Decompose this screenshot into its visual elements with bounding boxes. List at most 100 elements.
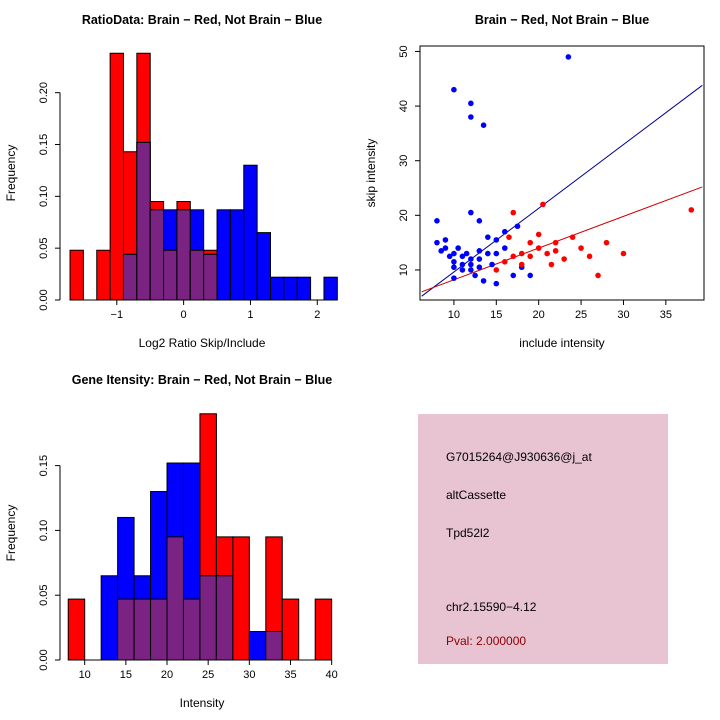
probe-id-text: G7015264@J930636@j_at <box>446 450 592 464</box>
data-point <box>451 264 457 271</box>
info-box: G7015264@J930636@j_at altCassette Tpd52l… <box>418 414 668 664</box>
data-point <box>527 253 534 260</box>
hist-bar-overlap <box>199 575 217 661</box>
data-point <box>468 114 474 120</box>
data-point <box>540 201 546 208</box>
ratio-histogram-chart: RatioData: Brain − Red, Not Brain − Blue… <box>4 13 338 350</box>
y-tick-label: 0.10 <box>38 186 50 207</box>
y-tick-label: 0.15 <box>38 455 50 476</box>
data-point <box>468 100 474 107</box>
data-point <box>552 248 559 254</box>
y-tick-label: 0.00 <box>38 649 50 670</box>
hist-bar-overlap <box>122 253 138 301</box>
x-tick-label: 20 <box>161 669 173 681</box>
y-tick-label: 50 <box>398 45 410 57</box>
y-tick-label: 0.15 <box>38 134 50 155</box>
data-point <box>476 217 483 224</box>
hist-bar-overlap <box>215 575 234 661</box>
data-point <box>510 253 517 260</box>
data-point <box>468 256 474 262</box>
gene-name-text: Tpd52l2 <box>446 526 490 540</box>
hist-bar-blue <box>243 164 258 301</box>
x-tick-label: −1 <box>111 309 124 321</box>
x-axis-label: Intensity <box>180 696 225 710</box>
y-tick-label: 0.05 <box>38 237 50 258</box>
locus-text: chr2.15590−4.12 <box>446 600 537 614</box>
data-point <box>518 250 525 257</box>
x-tick-label: 25 <box>202 669 214 681</box>
y-tick-label: 30 <box>398 155 410 167</box>
data-point <box>535 231 542 238</box>
y-tick-label: 0.10 <box>38 520 50 541</box>
fit-line <box>421 84 703 297</box>
y-axis-label: Frequency <box>4 505 18 562</box>
chart-title: Brain − Red, Not Brain − Blue <box>475 13 649 27</box>
hist-bar-overlap <box>133 598 152 661</box>
intensity-scatter-chart: Brain − Red, Not Brain − Blue include int… <box>364 13 705 350</box>
data-point <box>493 237 500 243</box>
y-tick-label: 0.00 <box>38 289 50 310</box>
data-point <box>480 122 487 129</box>
hist-bar-overlap <box>176 209 191 301</box>
hist-bar-blue <box>296 276 312 301</box>
data-point <box>451 275 457 281</box>
data-point <box>463 250 470 257</box>
data-point <box>434 239 440 246</box>
data-point <box>514 223 521 230</box>
data-point <box>569 234 576 240</box>
data-point <box>451 250 457 257</box>
data-point <box>451 86 457 93</box>
x-axis-label: Log2 Ratio Skip/Include <box>139 336 266 350</box>
x-tick-label: 0 <box>181 309 187 321</box>
hist-bar-blue <box>229 209 245 301</box>
pval-text: Pval: 2.000000 <box>446 634 527 648</box>
panel-info: G7015264@J930636@j_at altCassette Tpd52l… <box>360 360 720 720</box>
x-tick-label: 15 <box>490 309 502 321</box>
data-point <box>586 253 593 260</box>
data-point <box>565 54 572 60</box>
data-point <box>535 245 542 251</box>
hist-bar-overlap <box>136 141 151 301</box>
hist-bar-blue <box>269 276 285 301</box>
data-point <box>501 228 508 235</box>
y-axis-label: Frequency <box>4 145 18 202</box>
panel-intensity-scatter: Brain − Red, Not Brain − Blue include int… <box>360 0 720 360</box>
gene-intensity-histogram-chart: Gene Itensity: Brain − Red, Not Brain − … <box>4 373 338 710</box>
data-point <box>438 248 444 254</box>
data-point <box>620 250 627 257</box>
hist-bar-blue <box>256 232 271 301</box>
data-point <box>468 267 474 273</box>
x-tick-label: 30 <box>243 669 255 681</box>
hist-bar-overlap <box>203 253 218 301</box>
data-point <box>476 264 483 271</box>
data-point <box>552 239 559 246</box>
data-point <box>501 245 508 251</box>
x-tick-label: 10 <box>79 669 91 681</box>
x-tick-label: 1 <box>247 309 253 321</box>
data-point <box>493 280 500 287</box>
data-point <box>548 261 555 268</box>
data-point <box>578 245 584 251</box>
hist-bar-red <box>109 52 124 301</box>
hist-bar-overlap <box>150 598 168 661</box>
data-point <box>510 209 517 216</box>
data-point <box>442 237 449 243</box>
hist-bar-red <box>96 249 111 301</box>
data-point <box>442 245 449 251</box>
x-tick-label: 10 <box>448 309 460 321</box>
data-point <box>459 267 466 273</box>
hist-bar-red <box>67 598 86 661</box>
x-tick-label: 35 <box>660 309 672 321</box>
chart-title: Gene Itensity: Brain − Red, Not Brain − … <box>72 373 333 387</box>
plot-box <box>419 45 705 301</box>
data-point <box>493 250 500 257</box>
chart-title: RatioData: Brain − Red, Not Brain − Blue <box>82 13 322 27</box>
hist-bar-red <box>314 598 333 661</box>
y-axis-label: skip intensity <box>364 139 378 208</box>
panel-gene-intensity-histogram: Gene Itensity: Brain − Red, Not Brain − … <box>0 360 360 720</box>
data-point <box>510 272 517 279</box>
data-point <box>506 234 512 240</box>
x-tick-label: 20 <box>533 309 545 321</box>
hist-bar-blue <box>216 209 231 301</box>
data-point <box>485 250 491 257</box>
